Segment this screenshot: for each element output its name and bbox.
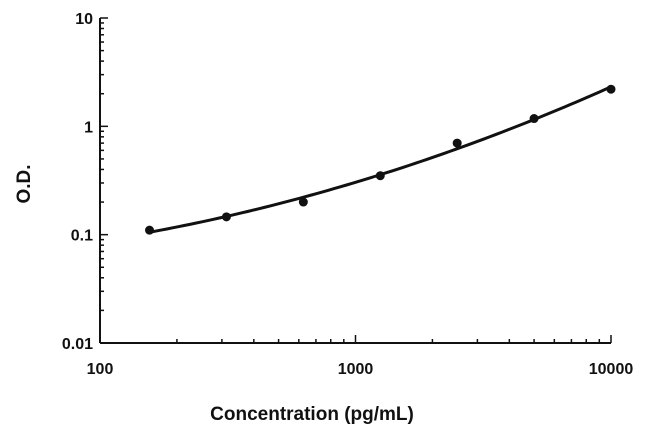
y-tick-label: 0.1 [71,228,93,245]
tick-labels: 10 1 0.1 0.01 100 1000 10000 [62,11,633,378]
data-points [145,84,616,235]
fit-curve [149,85,612,234]
x-axis-title: Concentration (pg/mL) [210,404,414,425]
data-point [298,197,308,207]
data-point [145,225,155,235]
data-point [529,114,539,124]
y-tick-label: 0.01 [62,336,93,353]
x-tick-label: 10000 [589,361,634,378]
axis-ticks [99,17,612,344]
y-tick-label: 1 [84,119,93,136]
data-point [221,212,231,222]
y-tick-label: 10 [75,11,93,28]
data-point [375,171,385,181]
x-tick-label: 1000 [338,361,374,378]
data-point [452,138,462,148]
x-tick-label: 100 [87,361,114,378]
data-point [606,84,616,94]
y-axis-title: O.D. [14,164,35,203]
